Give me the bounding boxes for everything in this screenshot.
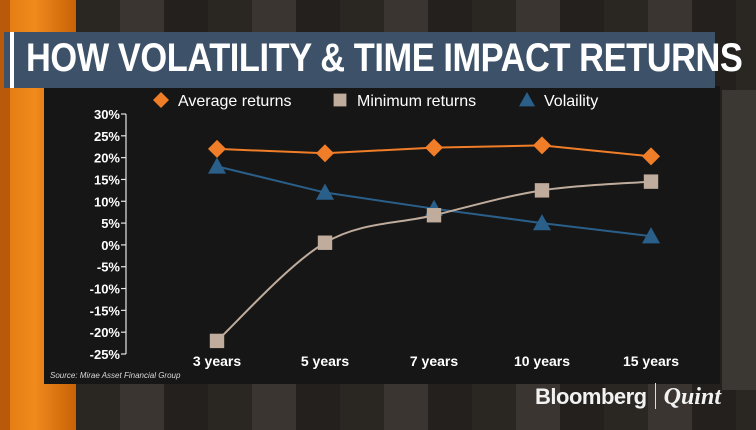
y-tick-label: -10% bbox=[90, 282, 121, 297]
y-tick-label: 10% bbox=[94, 194, 120, 209]
square-marker bbox=[317, 235, 333, 250]
logo-bloomberg-text: Bloomberg bbox=[535, 384, 647, 409]
triangle-marker bbox=[208, 157, 226, 174]
logo-divider bbox=[654, 383, 656, 409]
y-axis: 30% 25% 20% 15% 10% 5% 0% -5% -10% -15% -20% -25% bbox=[90, 107, 127, 362]
square-marker bbox=[534, 183, 550, 198]
bloomberg-quint-logo: Bloomberg Quint bbox=[535, 383, 721, 411]
legend: Average returns Minimum returns Volaility bbox=[153, 92, 598, 110]
y-tick-label: -15% bbox=[90, 303, 121, 318]
legend-item: Average returns bbox=[153, 92, 292, 110]
triangle-marker bbox=[316, 183, 334, 200]
y-tick-label: 15% bbox=[94, 172, 120, 187]
chart-panel bbox=[44, 86, 720, 384]
legend-item: Minimum returns bbox=[333, 93, 476, 110]
series-layer bbox=[208, 136, 660, 349]
diamond-marker bbox=[208, 139, 226, 158]
logo-quint-text: Quint bbox=[663, 384, 721, 410]
triangle-marker bbox=[533, 214, 551, 231]
triangle-marker bbox=[519, 92, 535, 107]
series-minimum-returns bbox=[209, 174, 659, 349]
x-category-label: 3 years bbox=[193, 353, 241, 369]
diamond-marker bbox=[153, 92, 169, 108]
square-marker bbox=[426, 208, 442, 223]
diamond-marker bbox=[642, 147, 660, 166]
y-tick-label: 5% bbox=[101, 216, 120, 231]
triangle-marker bbox=[642, 227, 660, 244]
x-axis-labels: 3 years 5 years 7 years 10 years 15 years bbox=[193, 353, 679, 369]
legend-label: Volaility bbox=[544, 93, 598, 110]
y-tick-label: -5% bbox=[97, 260, 121, 275]
legend-item: Volaility bbox=[519, 92, 598, 110]
y-tick-label: 0% bbox=[101, 238, 120, 253]
square-marker bbox=[209, 333, 225, 349]
y-tick-label: 20% bbox=[94, 151, 120, 166]
x-category-label: 15 years bbox=[623, 353, 679, 369]
source-note: Source: Mirae Asset Financial Group bbox=[50, 371, 181, 380]
diamond-marker bbox=[316, 144, 334, 163]
diamond-marker bbox=[533, 136, 551, 155]
x-category-label: 10 years bbox=[514, 353, 570, 369]
y-tick-label: 30% bbox=[94, 107, 120, 122]
series-average-returns bbox=[208, 136, 660, 166]
square-marker bbox=[643, 174, 659, 189]
legend-label: Minimum returns bbox=[357, 93, 476, 110]
y-tick-label: -20% bbox=[90, 325, 121, 340]
series-volaility bbox=[208, 157, 660, 244]
legend-label: Average returns bbox=[178, 93, 292, 110]
x-category-label: 7 years bbox=[410, 353, 458, 369]
y-tick-label: 25% bbox=[94, 129, 120, 144]
title-banner: HOW VOLATILITY & TIME IMPACT RETURNS bbox=[4, 32, 743, 88]
square-marker bbox=[333, 93, 347, 107]
title-banner-inner: HOW VOLATILITY & TIME IMPACT RETURNS bbox=[10, 32, 743, 88]
diamond-marker bbox=[425, 138, 443, 157]
x-category-label: 5 years bbox=[301, 353, 349, 369]
y-tick-label: -25% bbox=[90, 347, 121, 362]
page-title: HOW VOLATILITY & TIME IMPACT RETURNS bbox=[26, 36, 743, 80]
background-right-panel bbox=[722, 90, 756, 390]
background-dark-strip bbox=[0, 0, 10, 430]
